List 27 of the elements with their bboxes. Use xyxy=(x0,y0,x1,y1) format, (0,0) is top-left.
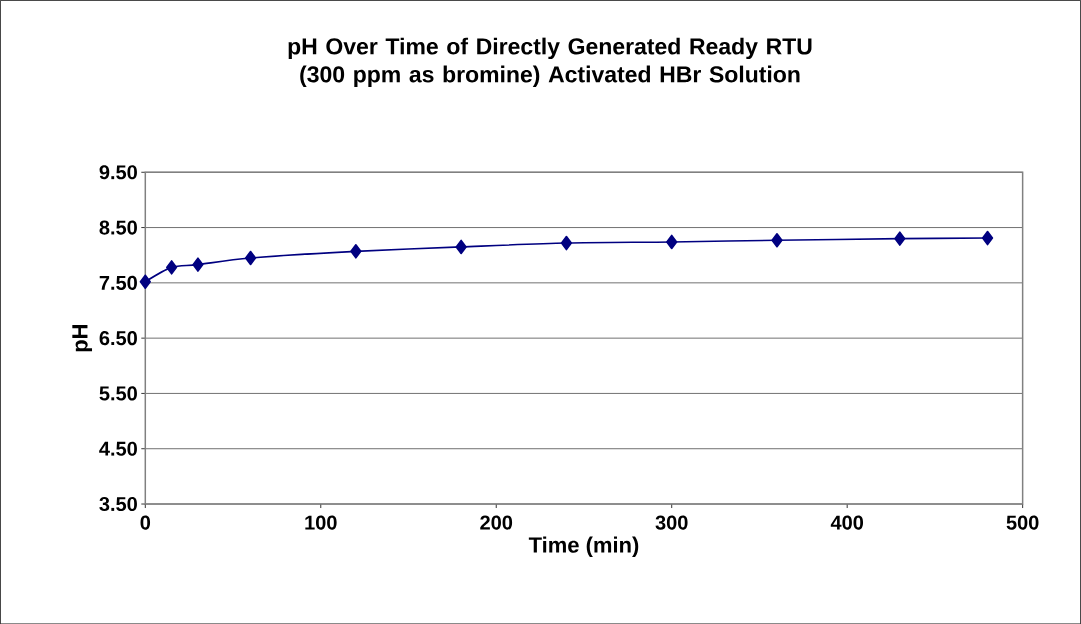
y-tick-label: 5.50 xyxy=(99,386,137,401)
y-axis-title: pH xyxy=(72,324,93,352)
point xyxy=(560,235,573,251)
y-tick-label: 3.50 xyxy=(99,496,137,511)
point xyxy=(666,234,678,250)
x-tick-label: 300 xyxy=(655,515,688,530)
point xyxy=(455,239,467,255)
point xyxy=(981,230,994,246)
point xyxy=(165,259,178,275)
chart-title: pH Over Time of Directly Generated Ready RTU (300 ppm as bromine) Activated HBr Solution xyxy=(288,37,812,87)
y-tick-label: 6.50 xyxy=(99,330,137,346)
y-tick-label: 7.50 xyxy=(99,275,137,290)
point xyxy=(350,243,362,259)
x-tick-label: 100 xyxy=(305,515,337,530)
point xyxy=(894,231,906,246)
x-tick-label: 500 xyxy=(1006,515,1039,530)
point xyxy=(192,257,204,272)
x-tick-label: 200 xyxy=(480,515,513,530)
x-axis-title: Time (min) xyxy=(528,536,639,557)
point xyxy=(139,274,151,289)
x-tick-label: 400 xyxy=(830,515,864,530)
point xyxy=(771,232,783,248)
y-tick-label: 9.50 xyxy=(99,165,137,180)
y-tick-label: 4.50 xyxy=(99,441,137,456)
x-tick-label: 0 xyxy=(140,515,151,530)
y-tick-label: 8.50 xyxy=(99,220,137,235)
point xyxy=(244,250,257,266)
